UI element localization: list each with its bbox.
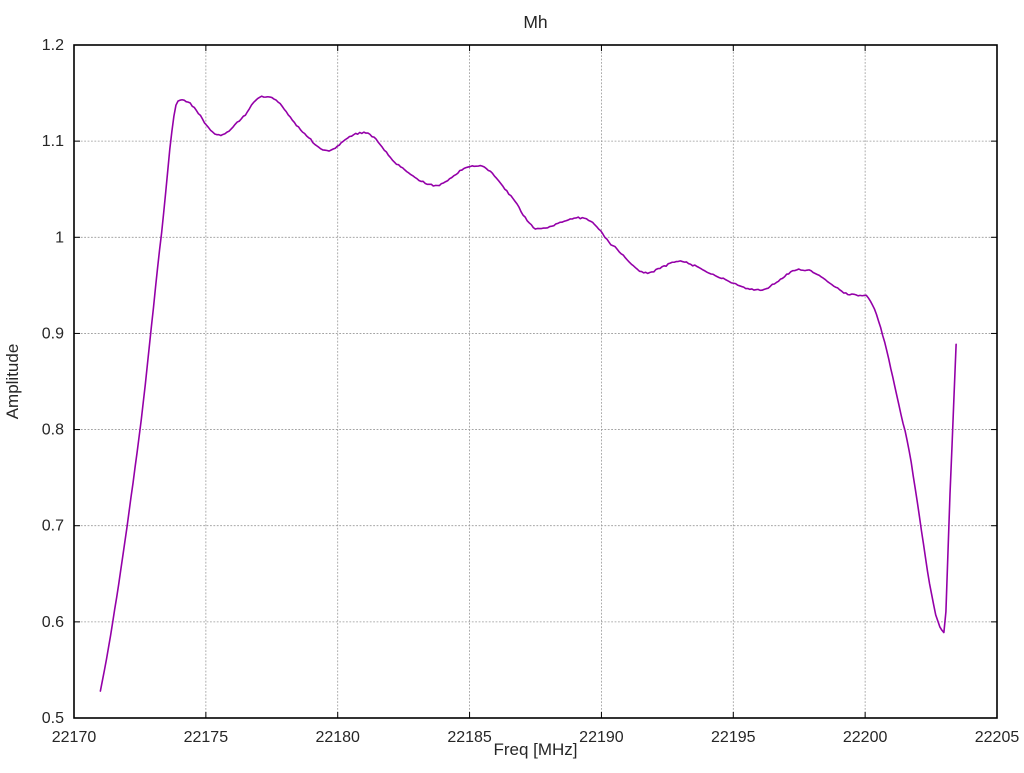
svg-text:22170: 22170 [52, 729, 97, 746]
svg-text:22195: 22195 [711, 729, 756, 746]
svg-text:0.9: 0.9 [42, 325, 64, 342]
svg-text:0.5: 0.5 [42, 710, 64, 727]
svg-text:22200: 22200 [843, 729, 888, 746]
svg-text:22190: 22190 [579, 729, 624, 746]
svg-text:0.6: 0.6 [42, 614, 64, 631]
svg-text:Mh: Mh [523, 12, 547, 32]
svg-text:Amplitude: Amplitude [3, 344, 22, 420]
svg-text:22180: 22180 [315, 729, 360, 746]
svg-text:0.8: 0.8 [42, 422, 64, 439]
svg-text:1: 1 [55, 229, 64, 246]
svg-text:22185: 22185 [447, 729, 492, 746]
svg-text:22205: 22205 [975, 729, 1020, 746]
svg-text:Freq [MHz]: Freq [MHz] [493, 740, 577, 759]
svg-text:1.2: 1.2 [42, 37, 64, 54]
svg-text:0.7: 0.7 [42, 518, 64, 535]
svg-text:22175: 22175 [184, 729, 229, 746]
svg-text:1.1: 1.1 [42, 133, 64, 150]
